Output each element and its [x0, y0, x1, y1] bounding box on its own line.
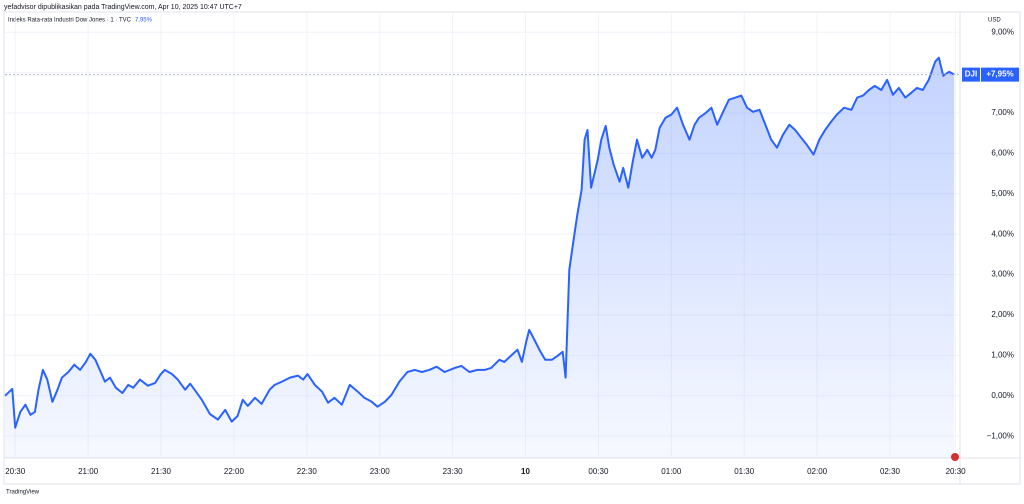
x-tick-label: 22:30	[297, 467, 318, 476]
x-tick-label: 21:00	[78, 467, 99, 476]
last-value-label: +7,95%	[986, 70, 1013, 79]
y-tick-label: 6,00%	[991, 149, 1014, 158]
x-tick-label: 01:00	[661, 467, 682, 476]
x-tick-label: 02:30	[880, 467, 901, 476]
y-tick-label: −1,00%	[987, 431, 1014, 440]
y-tick-label: 2,00%	[991, 310, 1014, 319]
y-tick-label: 7,00%	[991, 108, 1014, 117]
y-tick-label: 5,00%	[991, 189, 1014, 198]
x-tick-label: 20:30	[5, 467, 26, 476]
x-tick-label: 01:30	[734, 467, 755, 476]
symbol-label: DJI	[965, 70, 977, 79]
y-tick-label: 3,00%	[991, 270, 1014, 279]
x-tick-label: 23:00	[370, 467, 391, 476]
x-tick-label: 23:30	[443, 467, 464, 476]
x-tick-label: 20:30	[946, 467, 967, 476]
footer-logo: TradingView	[6, 490, 40, 496]
legend-title: Indeks Rata-rata Industri Dow Jones · 1 …	[8, 18, 132, 24]
x-tick-label: 10	[521, 467, 530, 476]
y-tick-label: 9,00%	[991, 27, 1014, 36]
x-tick-label: 00:30	[588, 467, 609, 476]
x-tick-label: 02:00	[807, 467, 828, 476]
legend-value: 7,95%	[135, 18, 153, 24]
x-tick-label: 22:00	[224, 467, 245, 476]
flag-icon	[951, 453, 959, 461]
frame	[3, 11, 1021, 485]
currency: USD	[988, 18, 1001, 24]
last-value-badge	[981, 67, 1019, 82]
symbol-badge	[962, 67, 980, 82]
area	[5, 57, 955, 458]
line	[4, 56, 955, 429]
x-tick-label: 21:30	[151, 467, 172, 476]
y-tick-label: 1,00%	[991, 350, 1014, 359]
y-tick-label: 0,00%	[991, 391, 1014, 400]
y-tick-label: 4,00%	[991, 229, 1014, 238]
header: yefadvisor dipublikasikan pada TradingVi…	[4, 4, 242, 11]
